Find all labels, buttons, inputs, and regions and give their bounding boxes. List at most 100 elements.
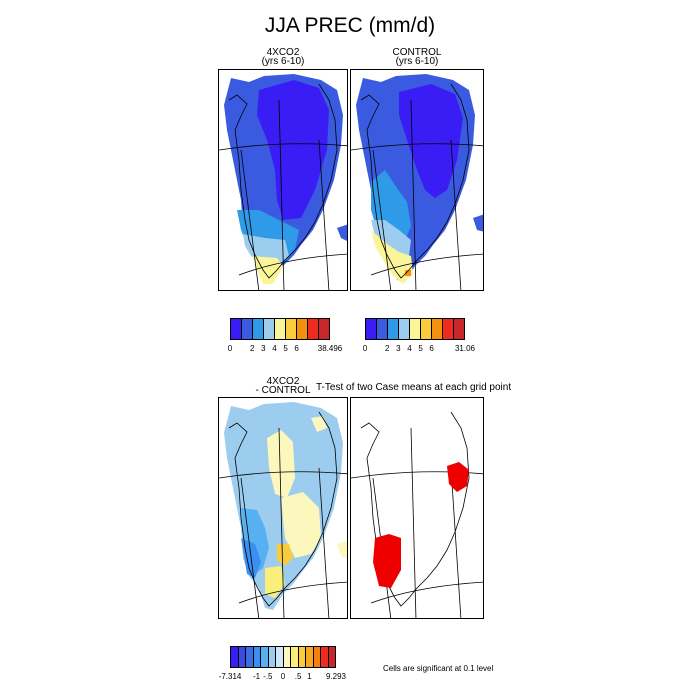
colorbar-swatch — [388, 319, 399, 339]
colorbar-swatch — [297, 319, 308, 339]
parallel-line — [370, 581, 483, 604]
meridian-line — [450, 467, 462, 618]
colorbar-difference — [230, 646, 336, 668]
meridian-line — [240, 477, 260, 618]
colorbar-swatch — [443, 319, 454, 339]
colorbar-swatch — [421, 319, 432, 339]
map-panel-ttest — [350, 397, 484, 619]
colorbar-swatch — [399, 319, 410, 339]
colorbar-swatch — [253, 647, 261, 667]
colorbar-tick-label: 5 — [283, 344, 288, 353]
central-yellow-region — [281, 492, 321, 558]
colorbar-swatch — [298, 647, 306, 667]
parallel-line — [219, 143, 347, 151]
colorbar-tick-label: 6 — [294, 344, 299, 353]
colorbar-swatch — [319, 319, 329, 339]
colorbar-control-ticks: 0 2 3 4 5 6 31.06 — [362, 344, 475, 356]
colorbar-tick-label: 4 — [272, 344, 277, 353]
colorbar-swatch — [276, 647, 284, 667]
east-island — [337, 224, 347, 241]
map-panel-4xco2 — [218, 69, 348, 291]
panel-title-difference: 4XCO2 - CONTROL — [218, 376, 348, 396]
colorbar-tick-label: 3 — [396, 344, 401, 353]
colorbar-tick-label: 31.06 — [454, 344, 476, 353]
colorbar-swatch — [366, 319, 377, 339]
parallel-line — [370, 253, 483, 276]
colorbar-tick-label: 3 — [261, 344, 266, 353]
north-yellow-region — [267, 430, 295, 498]
northeast-yellow-patch — [311, 416, 327, 432]
colorbar-swatch — [268, 647, 276, 667]
meridian-line — [410, 427, 417, 618]
colorbar-tick-label: 5 — [418, 344, 423, 353]
colorbar-swatch — [410, 319, 421, 339]
coastline — [228, 411, 338, 607]
meridian-line — [410, 99, 417, 290]
coastline — [360, 83, 470, 279]
colorbar-tick-label: -1 — [252, 672, 261, 681]
panel-title-line2: (yrs 6-10) — [395, 56, 439, 67]
coastline — [360, 411, 470, 607]
colorbar-tick-label: -.5 — [263, 672, 273, 681]
significant-cells-northeast — [447, 462, 469, 492]
colorbar-swatch — [321, 647, 329, 667]
figure-title: JJA PREC (mm/d) — [264, 14, 436, 37]
parallel-line — [219, 471, 347, 479]
colorbar-swatch — [306, 647, 314, 667]
map-panel-control — [350, 69, 484, 291]
east-island — [473, 214, 483, 232]
meridian-line — [318, 139, 330, 290]
meridian-line — [450, 139, 462, 290]
parallel-line — [238, 581, 347, 604]
significant-cells-southwest — [373, 534, 401, 588]
interior-max-region — [257, 80, 329, 220]
orange-cell — [405, 270, 411, 276]
colorbar-swatch — [328, 647, 335, 667]
coastline — [228, 83, 338, 279]
map-ttest — [351, 411, 483, 618]
parallel-line — [238, 253, 347, 276]
colorbar-swatch — [253, 319, 264, 339]
colorbar-swatch — [242, 319, 253, 339]
map-panel-difference — [218, 397, 348, 619]
colorbar-swatch — [313, 647, 321, 667]
colorbar-swatch — [286, 319, 297, 339]
meridian-line — [372, 149, 392, 290]
colorbar-tick-label: 4 — [407, 344, 412, 353]
map-difference — [219, 402, 347, 618]
colorbar-tick-label: 2 — [249, 344, 255, 353]
panel-title-line1: 4XCO2 — [266, 47, 300, 58]
meridian-line — [278, 427, 285, 618]
colorbar-4xco2 — [230, 318, 330, 340]
panel-title-line1: CONTROL — [392, 47, 442, 58]
colorbar-swatch — [261, 647, 269, 667]
map-4xco2 — [219, 74, 347, 290]
colorbar-swatch — [308, 319, 319, 339]
colorbar-swatch — [283, 647, 291, 667]
colorbar-tick-label: 0 — [362, 344, 368, 353]
south-yellow-patch — [265, 566, 285, 598]
southern-tip-region — [371, 230, 413, 284]
southern-tip-region — [253, 256, 283, 284]
colorbar-swatch — [377, 319, 388, 339]
colorbar-swatch — [238, 647, 246, 667]
panel-title-control: CONTROL (yrs 6-10) — [350, 47, 484, 67]
colorbar-tick-label: 1 — [307, 672, 312, 681]
parallel-line — [351, 471, 483, 479]
colorbar-control — [365, 318, 465, 340]
colorbar-tick-label: 38.496 — [317, 344, 343, 353]
south-band-region — [371, 220, 411, 260]
colorbar-tick-label: 0 — [227, 344, 233, 353]
interior-max-region — [399, 84, 463, 198]
colorbar-swatch — [231, 647, 239, 667]
south-orange-patch — [277, 544, 293, 566]
meridian-line — [240, 149, 260, 290]
colorbar-swatch — [432, 319, 443, 339]
colorbar-tick-label: -7.314 — [218, 672, 242, 681]
colorbar-tick-label: 0 — [280, 672, 286, 681]
panel-title-line2: (yrs 6-10) — [261, 56, 305, 67]
parallel-line — [351, 143, 483, 151]
panel-title-ttest: T-Test of two Case means at each grid po… — [316, 382, 512, 393]
panel-title-line1: 4XCO2 — [266, 376, 300, 387]
colorbar-tick-label: .5 — [294, 672, 302, 681]
